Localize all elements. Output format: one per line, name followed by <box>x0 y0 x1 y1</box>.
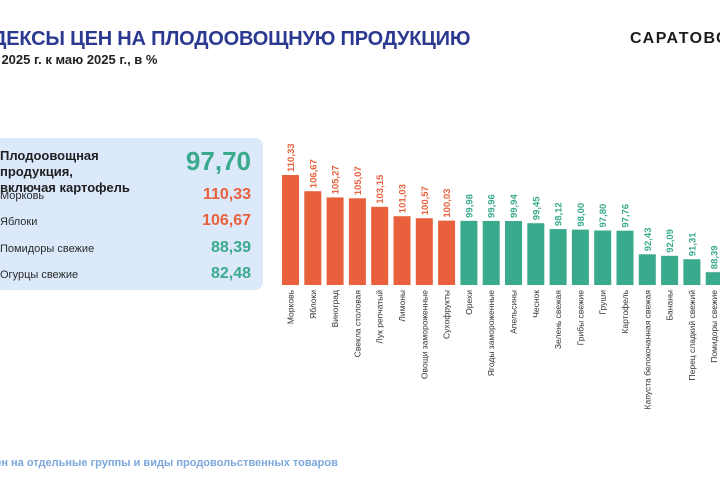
category-label: Орехи <box>464 290 474 315</box>
category-label: Яблоки <box>308 290 318 319</box>
category-label: Капуста белокочанная свежая <box>642 290 652 410</box>
summary-row: Морковь 110,33 <box>0 186 263 208</box>
category-label: Лимоны <box>397 290 407 322</box>
bar-value-label: 103,15 <box>375 174 386 204</box>
category-label: Помидоры свежие <box>709 290 719 363</box>
category-label: Картофель <box>620 289 630 333</box>
summary-label: Плодоовощная продукция, включая картофел… <box>0 148 165 196</box>
bar-value-label: 98,12 <box>554 202 565 226</box>
summary-panel: Плодоовощная продукция, включая картофел… <box>0 138 263 290</box>
brand-logo-text: САРАТОВС <box>630 30 720 47</box>
bar-value-label: 99,96 <box>487 194 498 218</box>
summary-row-label: Огурцы свежие <box>0 269 79 281</box>
footer-note: ы цен на отдельные группы и виды продово… <box>0 457 338 469</box>
bar-value-label: 110,33 <box>286 143 297 172</box>
category-label: Сухофрукты <box>442 290 452 339</box>
bar <box>438 220 456 285</box>
bar <box>393 216 411 285</box>
summary-row-label: Помидоры свежие <box>0 243 95 255</box>
bar <box>638 254 656 285</box>
summary-row: Яблоки 106,67 <box>0 212 263 234</box>
summary-label-line1: Плодоовощная продукция, <box>0 148 99 179</box>
summary-label-line2: включая картофель <box>0 180 130 195</box>
bar-value-label: 97,76 <box>621 204 632 228</box>
bar <box>326 197 344 285</box>
bar <box>549 229 567 285</box>
bar-value-label: 92,43 <box>643 228 654 252</box>
page-title: НДЕКСЫ ЦЕН НА ПЛОДООВОЩНУЮ ПРОДУКЦИЮ <box>0 28 471 50</box>
category-label: Зелень свежая <box>553 290 563 349</box>
bar-value-label: 99,98 <box>464 194 475 218</box>
bar-value-label: 100,03 <box>442 189 453 218</box>
bar-value-label: 106,67 <box>308 159 319 188</box>
category-label: Чеснок <box>531 290 541 318</box>
bar-value-label: 105,27 <box>331 165 342 194</box>
bar-value-label: 100,57 <box>420 186 431 215</box>
bar-value-label: 98,00 <box>576 203 587 227</box>
bar <box>571 229 589 285</box>
bar <box>304 191 322 285</box>
bar-value-label: 92,09 <box>665 229 676 253</box>
bar <box>683 259 701 285</box>
bar <box>594 230 612 285</box>
bar <box>371 206 389 285</box>
bar <box>705 272 720 285</box>
summary-row: Огурцы свежие 82,48 <box>0 265 263 287</box>
category-label: Перец сладкий свежий <box>687 290 697 381</box>
category-label: Морковь <box>286 289 296 324</box>
summary-row-value: 106,67 <box>202 212 251 229</box>
bar-value-label: 101,03 <box>398 184 409 213</box>
bar <box>460 220 478 285</box>
summary-row-label: Яблоки <box>0 216 38 228</box>
category-label: Лук репчатый <box>375 290 385 344</box>
category-label: Виноград <box>330 290 340 327</box>
category-label: Овощи замороженные <box>419 290 429 379</box>
bar-value-label: 99,94 <box>509 194 520 218</box>
bar-value-label: 97,80 <box>598 204 609 228</box>
bar <box>415 218 433 285</box>
bar-value-label: 99,45 <box>531 196 542 220</box>
summary-row-value: 110,33 <box>202 186 251 203</box>
summary-value: 97,70 <box>185 146 251 176</box>
category-label: Грибы свежие <box>575 290 585 346</box>
summary-row: Помидоры свежие 88,39 <box>0 239 263 261</box>
summary-row-label: Морковь <box>0 190 45 202</box>
bar-value-label: 91,31 <box>687 232 698 256</box>
summary-row-value: 82,48 <box>210 265 251 282</box>
bar <box>348 198 366 285</box>
category-label: Апельсины <box>509 290 519 334</box>
category-label: Свекла столовая <box>352 290 362 358</box>
category-label: Бананы <box>665 290 675 321</box>
bar-value-label: 88,39 <box>710 245 720 269</box>
bar <box>527 223 545 285</box>
bar <box>661 255 679 285</box>
bar <box>505 221 522 285</box>
bar <box>616 230 634 285</box>
page-subtitle: нь 2025 г. к маю 2025 г., в % <box>0 52 158 67</box>
category-label: Груши <box>598 290 608 315</box>
bar-value-label: 105,07 <box>353 166 364 195</box>
category-label: Ягоды замороженные <box>486 290 496 376</box>
bar <box>482 220 500 285</box>
summary-row-value: 88,39 <box>210 239 251 256</box>
bar <box>282 175 299 285</box>
